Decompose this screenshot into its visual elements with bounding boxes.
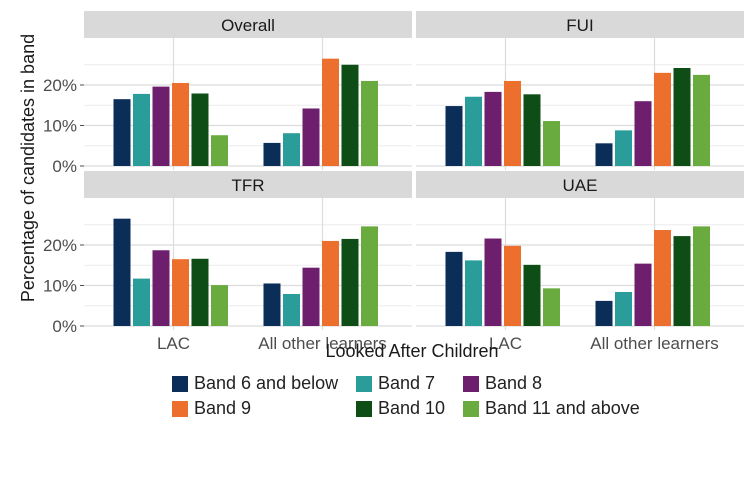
bar [543,121,560,166]
bar [484,238,502,326]
y-tick-label: 0% [52,317,77,336]
bar [322,58,339,166]
legend: Band 6 and below Band 7 Band 8 Band 9 Band 1… [172,373,692,423]
bar [445,106,463,166]
bar [504,245,521,326]
bar [263,283,281,326]
bar [113,99,131,166]
bar [595,143,613,166]
x-axis-title: Looked After Children [325,341,498,361]
x-tick-label: LAC [157,334,190,353]
bar [615,130,632,166]
bar [172,259,189,326]
bar [523,264,541,326]
bar [152,250,170,326]
legend-label: Band 6 and below [194,373,339,393]
x-tick-label: All other learners [258,334,387,353]
bar [654,230,671,326]
bar [634,101,652,166]
legend-item: Band 10 [356,398,445,419]
bar [133,278,150,326]
bar [283,294,300,326]
panel-title: TFR [231,176,264,195]
panel-title: Overall [221,16,275,35]
y-tick-label: 20% [43,76,77,95]
bar [283,133,300,166]
bar [634,263,652,326]
legend-swatch [356,375,372,392]
bar [615,291,632,326]
legend-swatch [172,375,188,392]
bar [341,64,359,166]
bar [211,285,228,326]
bar [361,80,378,166]
bar [445,251,463,326]
bar [302,267,320,326]
bar [191,93,209,166]
bar [361,226,378,326]
bar [133,93,150,166]
x-tick-label: LAC [489,334,522,353]
bar [263,142,281,166]
bar [693,226,710,326]
legend-item: Band 9 [172,398,251,419]
legend-label: Band 9 [194,398,252,418]
bar [673,236,691,326]
bar [341,238,359,326]
y-axis-title: Percentage of candidates in band [18,34,38,302]
legend-swatch [172,400,188,417]
legend-swatch [463,400,479,417]
bar [113,218,131,326]
legend-swatch [463,375,479,392]
bar [152,86,170,166]
y-tick-label: 20% [43,236,77,255]
bar [172,82,189,166]
x-tick-label: All other learners [590,334,719,353]
legend-item: Band 7 [356,373,435,394]
panel-strip [84,171,412,198]
bar [504,80,521,166]
bar [673,67,691,166]
panel-strip [416,11,744,38]
bar [543,288,560,326]
legend-swatch [356,400,372,417]
legend-label: Band 7 [378,373,436,393]
legend-item: Band 8 [463,373,542,394]
y-tick-label: 10% [43,117,77,136]
bar [595,300,613,326]
y-tick-label: 0% [52,157,77,176]
y-tick-label: 10% [43,277,77,296]
panel-title: UAE [563,176,598,195]
bar [693,74,710,166]
bar [465,260,482,326]
legend-label: Band 11 and above [485,398,640,418]
bar [302,108,320,166]
bar [523,94,541,166]
bar [322,240,339,326]
bar [191,258,209,326]
legend-label: Band 10 [378,398,446,418]
bar [211,135,228,166]
legend-label: Band 8 [485,373,543,393]
panel-strip [416,171,744,198]
panel-strip [84,11,412,38]
bar [465,96,482,166]
legend-item: Band 6 and below [172,373,338,394]
legend-item: Band 11 and above [463,398,640,419]
bar [484,91,502,166]
bar [654,72,671,166]
panel-title: FUI [566,16,593,35]
